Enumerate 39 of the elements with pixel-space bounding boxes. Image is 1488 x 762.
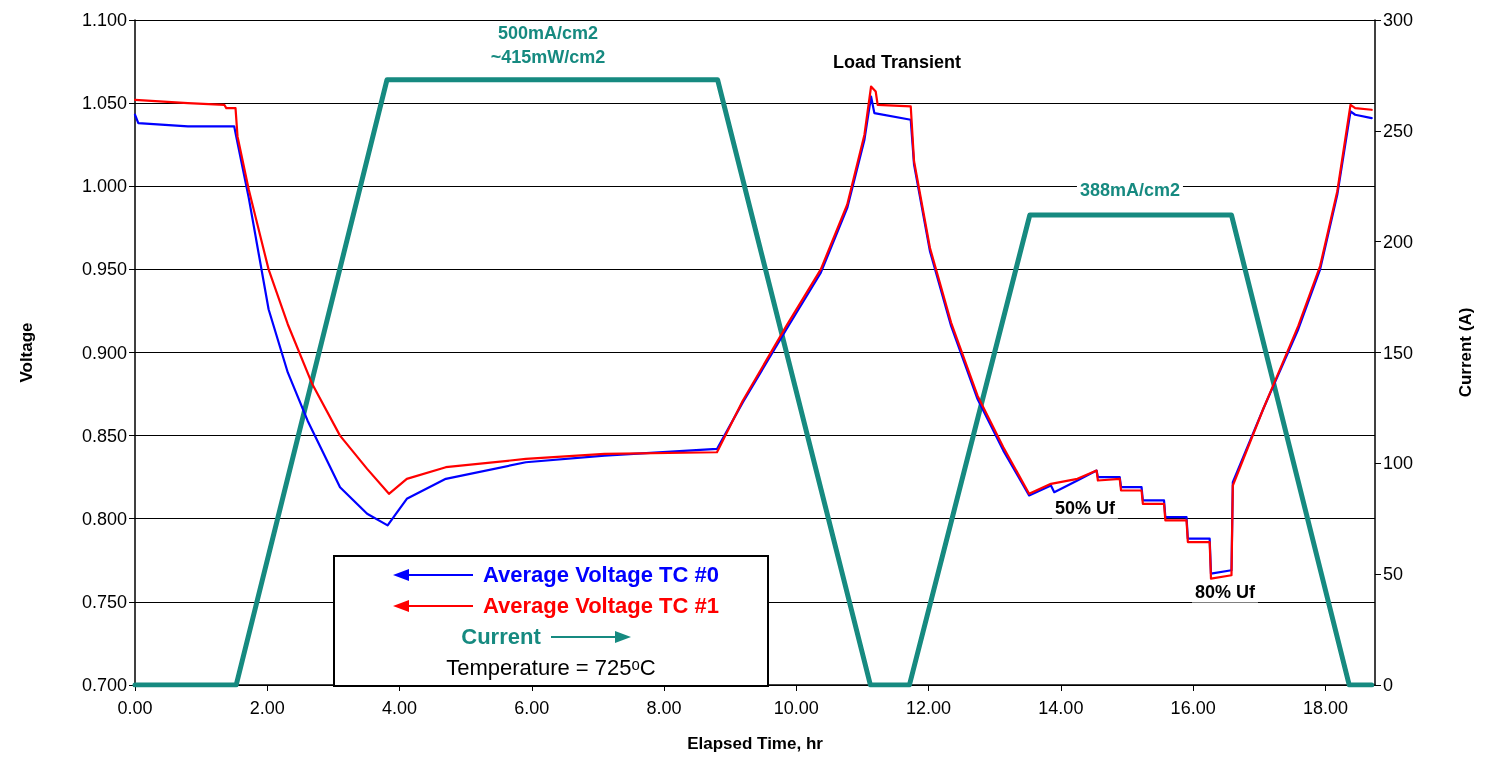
annotation: 388mA/cm2 [1076,179,1184,201]
annotation: 500mA/cm2 [494,22,602,44]
x-tick-label: 18.00 [1302,698,1348,718]
x-tick-label: 10.00 [773,698,819,718]
y2-tick-label: 100 [1383,453,1414,474]
y-tick-label: 1.000 [81,176,127,197]
y-tick-label: 1.050 [81,93,127,114]
legend-label: Average Voltage TC #0 [483,561,719,588]
y2-tick-label: 250 [1383,120,1414,141]
y-tick-label: 0.800 [81,508,127,529]
x-tick-label: 12.00 [906,698,952,718]
annotation: 50% Uf [1051,497,1119,519]
x-tick-label: 16.00 [1170,698,1216,718]
y-tick-label: 0.900 [81,342,127,363]
y-tick-label: 0.950 [81,259,127,280]
annotation: Temperature = 725ᵒC [446,654,656,682]
y2-tick-label: 300 [1383,10,1414,30]
y2-tick-label: 150 [1383,342,1414,363]
y-tick-label: 0.850 [81,425,127,446]
x-axis-title: Elapsed Time, hr [687,734,824,753]
annotation: Load Transient [829,51,965,73]
y-tick-label: 0.750 [81,591,127,612]
x-tick-label: 2.00 [249,698,285,718]
y2-tick-label: 0 [1383,675,1394,695]
annotation: 80% Uf [1191,581,1259,603]
y-tick-label: 0.700 [81,675,127,695]
y-axis-title: Voltage [17,322,36,383]
x-tick-label: 14.00 [1038,698,1084,718]
annotation: ~415mW/cm2 [487,46,609,68]
x-tick-label: 0.00 [117,698,153,718]
y2-axis-title: Current (A) [1456,307,1475,398]
legend-label: Average Voltage TC #1 [483,592,719,619]
y2-tick-label: 200 [1383,231,1414,252]
x-tick-label: 4.00 [382,698,418,718]
y2-tick-label: 50 [1383,564,1404,585]
y-tick-label: 1.100 [81,10,127,30]
x-tick-label: 6.00 [514,698,550,718]
x-tick-label: 8.00 [646,698,682,718]
text: Current [461,623,541,650]
